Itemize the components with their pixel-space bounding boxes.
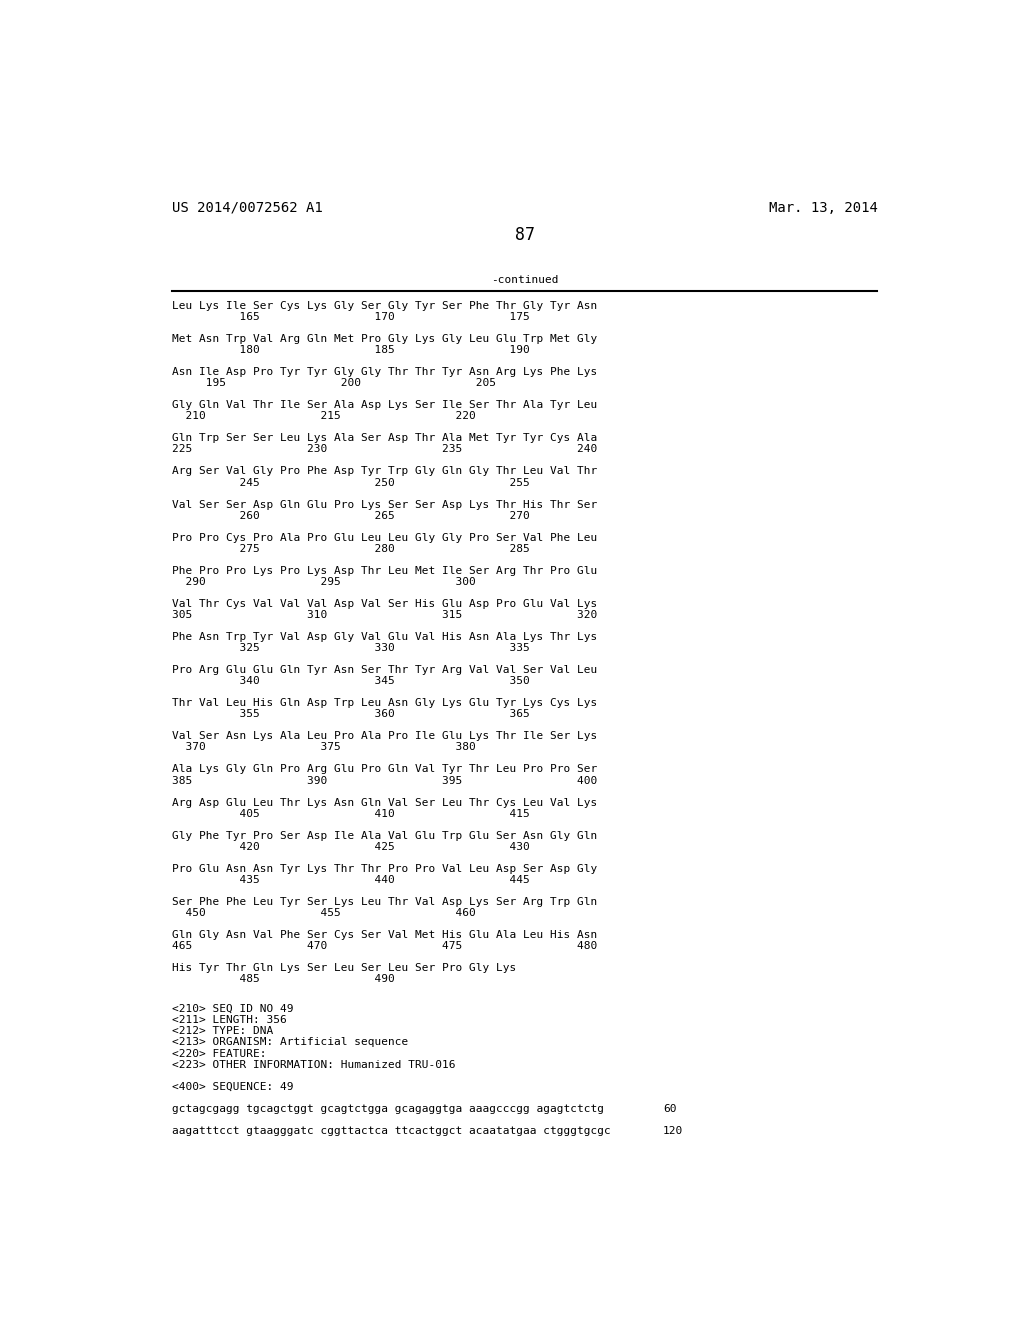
Text: 225                 230                 235                 240: 225 230 235 240	[172, 445, 597, 454]
Text: Ser Phe Phe Leu Tyr Ser Lys Leu Thr Val Asp Lys Ser Arg Trp Gln: Ser Phe Phe Leu Tyr Ser Lys Leu Thr Val …	[172, 896, 597, 907]
Text: 290                 295                 300: 290 295 300	[172, 577, 476, 587]
Text: 210                 215                 220: 210 215 220	[172, 412, 476, 421]
Text: -continued: -continued	[492, 276, 558, 285]
Text: 435                 440                 445: 435 440 445	[172, 875, 530, 884]
Text: <213> ORGANISM: Artificial sequence: <213> ORGANISM: Artificial sequence	[172, 1038, 409, 1047]
Text: <400> SEQUENCE: 49: <400> SEQUENCE: 49	[172, 1082, 294, 1092]
Text: <210> SEQ ID NO 49: <210> SEQ ID NO 49	[172, 1003, 294, 1014]
Text: Arg Ser Val Gly Pro Phe Asp Tyr Trp Gly Gln Gly Thr Leu Val Thr: Arg Ser Val Gly Pro Phe Asp Tyr Trp Gly …	[172, 466, 597, 477]
Text: Val Ser Ser Asp Gln Glu Pro Lys Ser Ser Asp Lys Thr His Thr Ser: Val Ser Ser Asp Gln Glu Pro Lys Ser Ser …	[172, 499, 597, 510]
Text: Thr Val Leu His Gln Asp Trp Leu Asn Gly Lys Glu Tyr Lys Cys Lys: Thr Val Leu His Gln Asp Trp Leu Asn Gly …	[172, 698, 597, 708]
Text: Gly Gln Val Thr Ile Ser Ala Asp Lys Ser Ile Ser Thr Ala Tyr Leu: Gly Gln Val Thr Ile Ser Ala Asp Lys Ser …	[172, 400, 597, 411]
Text: Arg Asp Glu Leu Thr Lys Asn Gln Val Ser Leu Thr Cys Leu Val Lys: Arg Asp Glu Leu Thr Lys Asn Gln Val Ser …	[172, 797, 597, 808]
Text: Val Thr Cys Val Val Val Asp Val Ser His Glu Asp Pro Glu Val Lys: Val Thr Cys Val Val Val Asp Val Ser His …	[172, 599, 597, 609]
Text: Gln Trp Ser Ser Leu Lys Ala Ser Asp Thr Ala Met Tyr Tyr Cys Ala: Gln Trp Ser Ser Leu Lys Ala Ser Asp Thr …	[172, 433, 597, 444]
Text: <211> LENGTH: 356: <211> LENGTH: 356	[172, 1015, 287, 1026]
Text: Ala Lys Gly Gln Pro Arg Glu Pro Gln Val Tyr Thr Leu Pro Pro Ser: Ala Lys Gly Gln Pro Arg Glu Pro Gln Val …	[172, 764, 597, 775]
Text: Mar. 13, 2014: Mar. 13, 2014	[769, 201, 878, 215]
Text: 385                 390                 395                 400: 385 390 395 400	[172, 776, 597, 785]
Text: His Tyr Thr Gln Lys Ser Leu Ser Leu Ser Pro Gly Lys: His Tyr Thr Gln Lys Ser Leu Ser Leu Ser …	[172, 964, 516, 973]
Text: 260                 265                 270: 260 265 270	[172, 511, 530, 520]
Text: 195                 200                 205: 195 200 205	[172, 379, 497, 388]
Text: <212> TYPE: DNA: <212> TYPE: DNA	[172, 1026, 273, 1036]
Text: gctagcgagg tgcagctggt gcagtctgga gcagaggtga aaagcccgg agagtctctg: gctagcgagg tgcagctggt gcagtctgga gcagagg…	[172, 1105, 604, 1114]
Text: Asn Ile Asp Pro Tyr Tyr Gly Gly Thr Thr Tyr Asn Arg Lys Phe Lys: Asn Ile Asp Pro Tyr Tyr Gly Gly Thr Thr …	[172, 367, 597, 378]
Text: Met Asn Trp Val Arg Gln Met Pro Gly Lys Gly Leu Glu Trp Met Gly: Met Asn Trp Val Arg Gln Met Pro Gly Lys …	[172, 334, 597, 345]
Text: Pro Glu Asn Asn Tyr Lys Thr Thr Pro Pro Val Leu Asp Ser Asp Gly: Pro Glu Asn Asn Tyr Lys Thr Thr Pro Pro …	[172, 863, 597, 874]
Text: 120: 120	[663, 1126, 683, 1137]
Text: 340                 345                 350: 340 345 350	[172, 676, 530, 686]
Text: <220> FEATURE:: <220> FEATURE:	[172, 1048, 266, 1059]
Text: 305                 310                 315                 320: 305 310 315 320	[172, 610, 597, 620]
Text: 370                 375                 380: 370 375 380	[172, 742, 476, 752]
Text: 325                 330                 335: 325 330 335	[172, 643, 530, 653]
Text: Phe Pro Pro Lys Pro Lys Asp Thr Leu Met Ile Ser Arg Thr Pro Glu: Phe Pro Pro Lys Pro Lys Asp Thr Leu Met …	[172, 566, 597, 576]
Text: 180                 185                 190: 180 185 190	[172, 345, 530, 355]
Text: <223> OTHER INFORMATION: Humanized TRU-016: <223> OTHER INFORMATION: Humanized TRU-0…	[172, 1060, 456, 1069]
Text: 60: 60	[663, 1105, 676, 1114]
Text: Pro Arg Glu Glu Gln Tyr Asn Ser Thr Tyr Arg Val Val Ser Val Leu: Pro Arg Glu Glu Gln Tyr Asn Ser Thr Tyr …	[172, 665, 597, 675]
Text: Phe Asn Trp Tyr Val Asp Gly Val Glu Val His Asn Ala Lys Thr Lys: Phe Asn Trp Tyr Val Asp Gly Val Glu Val …	[172, 632, 597, 642]
Text: 165                 170                 175: 165 170 175	[172, 312, 530, 322]
Text: 420                 425                 430: 420 425 430	[172, 842, 530, 851]
Text: 87: 87	[515, 226, 535, 244]
Text: 355                 360                 365: 355 360 365	[172, 709, 530, 719]
Text: 245                 250                 255: 245 250 255	[172, 478, 530, 487]
Text: 465                 470                 475                 480: 465 470 475 480	[172, 941, 597, 952]
Text: Gly Phe Tyr Pro Ser Asp Ile Ala Val Glu Trp Glu Ser Asn Gly Gln: Gly Phe Tyr Pro Ser Asp Ile Ala Val Glu …	[172, 830, 597, 841]
Text: 450                 455                 460: 450 455 460	[172, 908, 476, 917]
Text: 485                 490: 485 490	[172, 974, 395, 985]
Text: Leu Lys Ile Ser Cys Lys Gly Ser Gly Tyr Ser Phe Thr Gly Tyr Asn: Leu Lys Ile Ser Cys Lys Gly Ser Gly Tyr …	[172, 301, 597, 310]
Text: Val Ser Asn Lys Ala Leu Pro Ala Pro Ile Glu Lys Thr Ile Ser Lys: Val Ser Asn Lys Ala Leu Pro Ala Pro Ile …	[172, 731, 597, 742]
Text: 405                 410                 415: 405 410 415	[172, 809, 530, 818]
Text: US 2014/0072562 A1: US 2014/0072562 A1	[172, 201, 323, 215]
Text: 275                 280                 285: 275 280 285	[172, 544, 530, 554]
Text: aagatttcct gtaagggatc cggttactca ttcactggct acaatatgaa ctgggtgcgc: aagatttcct gtaagggatc cggttactca ttcactg…	[172, 1126, 611, 1137]
Text: Gln Gly Asn Val Phe Ser Cys Ser Val Met His Glu Ala Leu His Asn: Gln Gly Asn Val Phe Ser Cys Ser Val Met …	[172, 929, 597, 940]
Text: Pro Pro Cys Pro Ala Pro Glu Leu Leu Gly Gly Pro Ser Val Phe Leu: Pro Pro Cys Pro Ala Pro Glu Leu Leu Gly …	[172, 533, 597, 543]
